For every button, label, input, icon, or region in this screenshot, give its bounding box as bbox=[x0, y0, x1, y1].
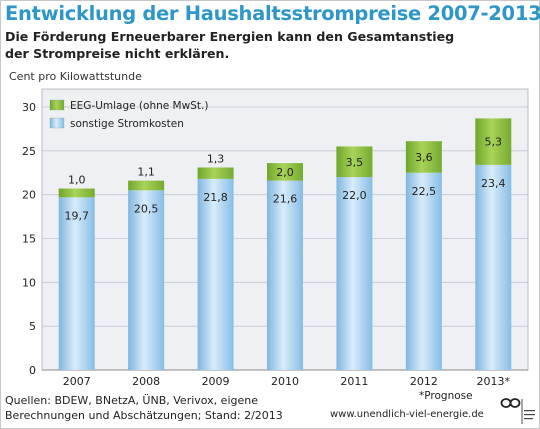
y-tick-label-15: 15 bbox=[22, 233, 36, 246]
legend-swatch-sonstige bbox=[49, 117, 65, 129]
bar-eeg-2007 bbox=[58, 188, 95, 198]
value-label-eeg-2011: 3,5 bbox=[346, 156, 364, 169]
bar-eeg-2011 bbox=[336, 146, 373, 178]
value-label-eeg-2009: 1,3 bbox=[207, 152, 225, 165]
y-tick-label-30: 30 bbox=[22, 101, 36, 114]
bar-sonstige-2010 bbox=[267, 180, 303, 370]
legend-label-sonstige: sonstige Stromkosten bbox=[70, 118, 184, 130]
y-tick-label-25: 25 bbox=[22, 145, 36, 158]
value-label-eeg-2013*: 5,3 bbox=[485, 136, 503, 149]
sources-line-2: Berechnungen und Abschätzungen; Stand: 2… bbox=[5, 409, 283, 422]
x-tick-label-2008: 2008 bbox=[132, 375, 160, 388]
y-tick-label-5: 5 bbox=[29, 320, 36, 333]
value-label-sonstige-2012: 22,5 bbox=[412, 185, 437, 198]
value-label-sonstige-2011: 22,0 bbox=[342, 189, 367, 202]
footnote-prognose: *Prognose bbox=[419, 390, 473, 402]
value-label-eeg-2010: 2,0 bbox=[276, 166, 294, 179]
bar-eeg-2008 bbox=[128, 180, 165, 191]
bar-eeg-2009 bbox=[197, 167, 234, 179]
x-tick-label-2009: 2009 bbox=[202, 375, 230, 388]
bar-eeg-2012 bbox=[405, 141, 442, 173]
sources-line-1: Quellen: BDEW, BNetzA, ÜNB, Verivox, eig… bbox=[5, 394, 258, 407]
legend-label-eeg: EEG-Umlage (ohne MwSt.) bbox=[70, 100, 208, 112]
y-tick-label-20: 20 bbox=[22, 189, 36, 202]
value-label-sonstige-2009: 21,8 bbox=[203, 191, 228, 204]
bar-eeg-2010 bbox=[267, 163, 303, 181]
chart-title: Entwicklung der Haushaltsstrompreise 200… bbox=[5, 2, 540, 25]
y-tick-label-10: 10 bbox=[22, 276, 36, 289]
bar-sonstige-2008 bbox=[128, 190, 165, 370]
value-label-sonstige-2010: 21,6 bbox=[273, 193, 298, 206]
bar-sonstige-2007 bbox=[58, 197, 95, 370]
bar-eeg-2013* bbox=[475, 118, 512, 165]
y-tick-label-0: 0 bbox=[29, 364, 36, 377]
subtitle-line-1: Die Förderung Erneuerbarer Energien kann… bbox=[5, 29, 455, 44]
value-label-eeg-2012: 3,6 bbox=[415, 151, 433, 164]
value-label-sonstige-2013*: 23,4 bbox=[481, 177, 506, 190]
x-tick-label-2012: 2012 bbox=[410, 375, 438, 388]
value-label-sonstige-2007: 19,7 bbox=[64, 209, 89, 222]
chart-subtitle: Die Förderung Erneuerbarer Energien kann… bbox=[5, 28, 454, 62]
logo-infinity-icon bbox=[500, 398, 521, 408]
website-link[interactable]: www.unendlich-viel-energie.de bbox=[330, 409, 484, 420]
bar-sonstige-2009 bbox=[197, 178, 234, 370]
subtitle-line-2: der Strompreise nicht erklären. bbox=[5, 46, 230, 61]
x-tick-label-2007: 2007 bbox=[63, 375, 91, 388]
x-tick-label-2011: 2011 bbox=[340, 375, 368, 388]
agency-logo bbox=[500, 398, 535, 424]
x-tick-label-2013*: 2013* bbox=[477, 375, 511, 388]
legend-swatch-eeg bbox=[49, 99, 65, 111]
value-label-sonstige-2008: 20,5 bbox=[134, 202, 159, 215]
sources-note: Quellen: BDEW, BNetzA, ÜNB, Verivox, eig… bbox=[5, 393, 283, 423]
x-tick-label-2010: 2010 bbox=[271, 375, 299, 388]
bar-sonstige-2012 bbox=[405, 172, 442, 370]
value-label-eeg-2007: 1,0 bbox=[68, 174, 86, 187]
bar-sonstige-2011 bbox=[336, 177, 373, 370]
y-axis-label: Cent pro Kilowattstunde bbox=[9, 70, 142, 83]
value-label-eeg-2008: 1,1 bbox=[137, 166, 155, 179]
bar-sonstige-2013* bbox=[475, 164, 512, 370]
